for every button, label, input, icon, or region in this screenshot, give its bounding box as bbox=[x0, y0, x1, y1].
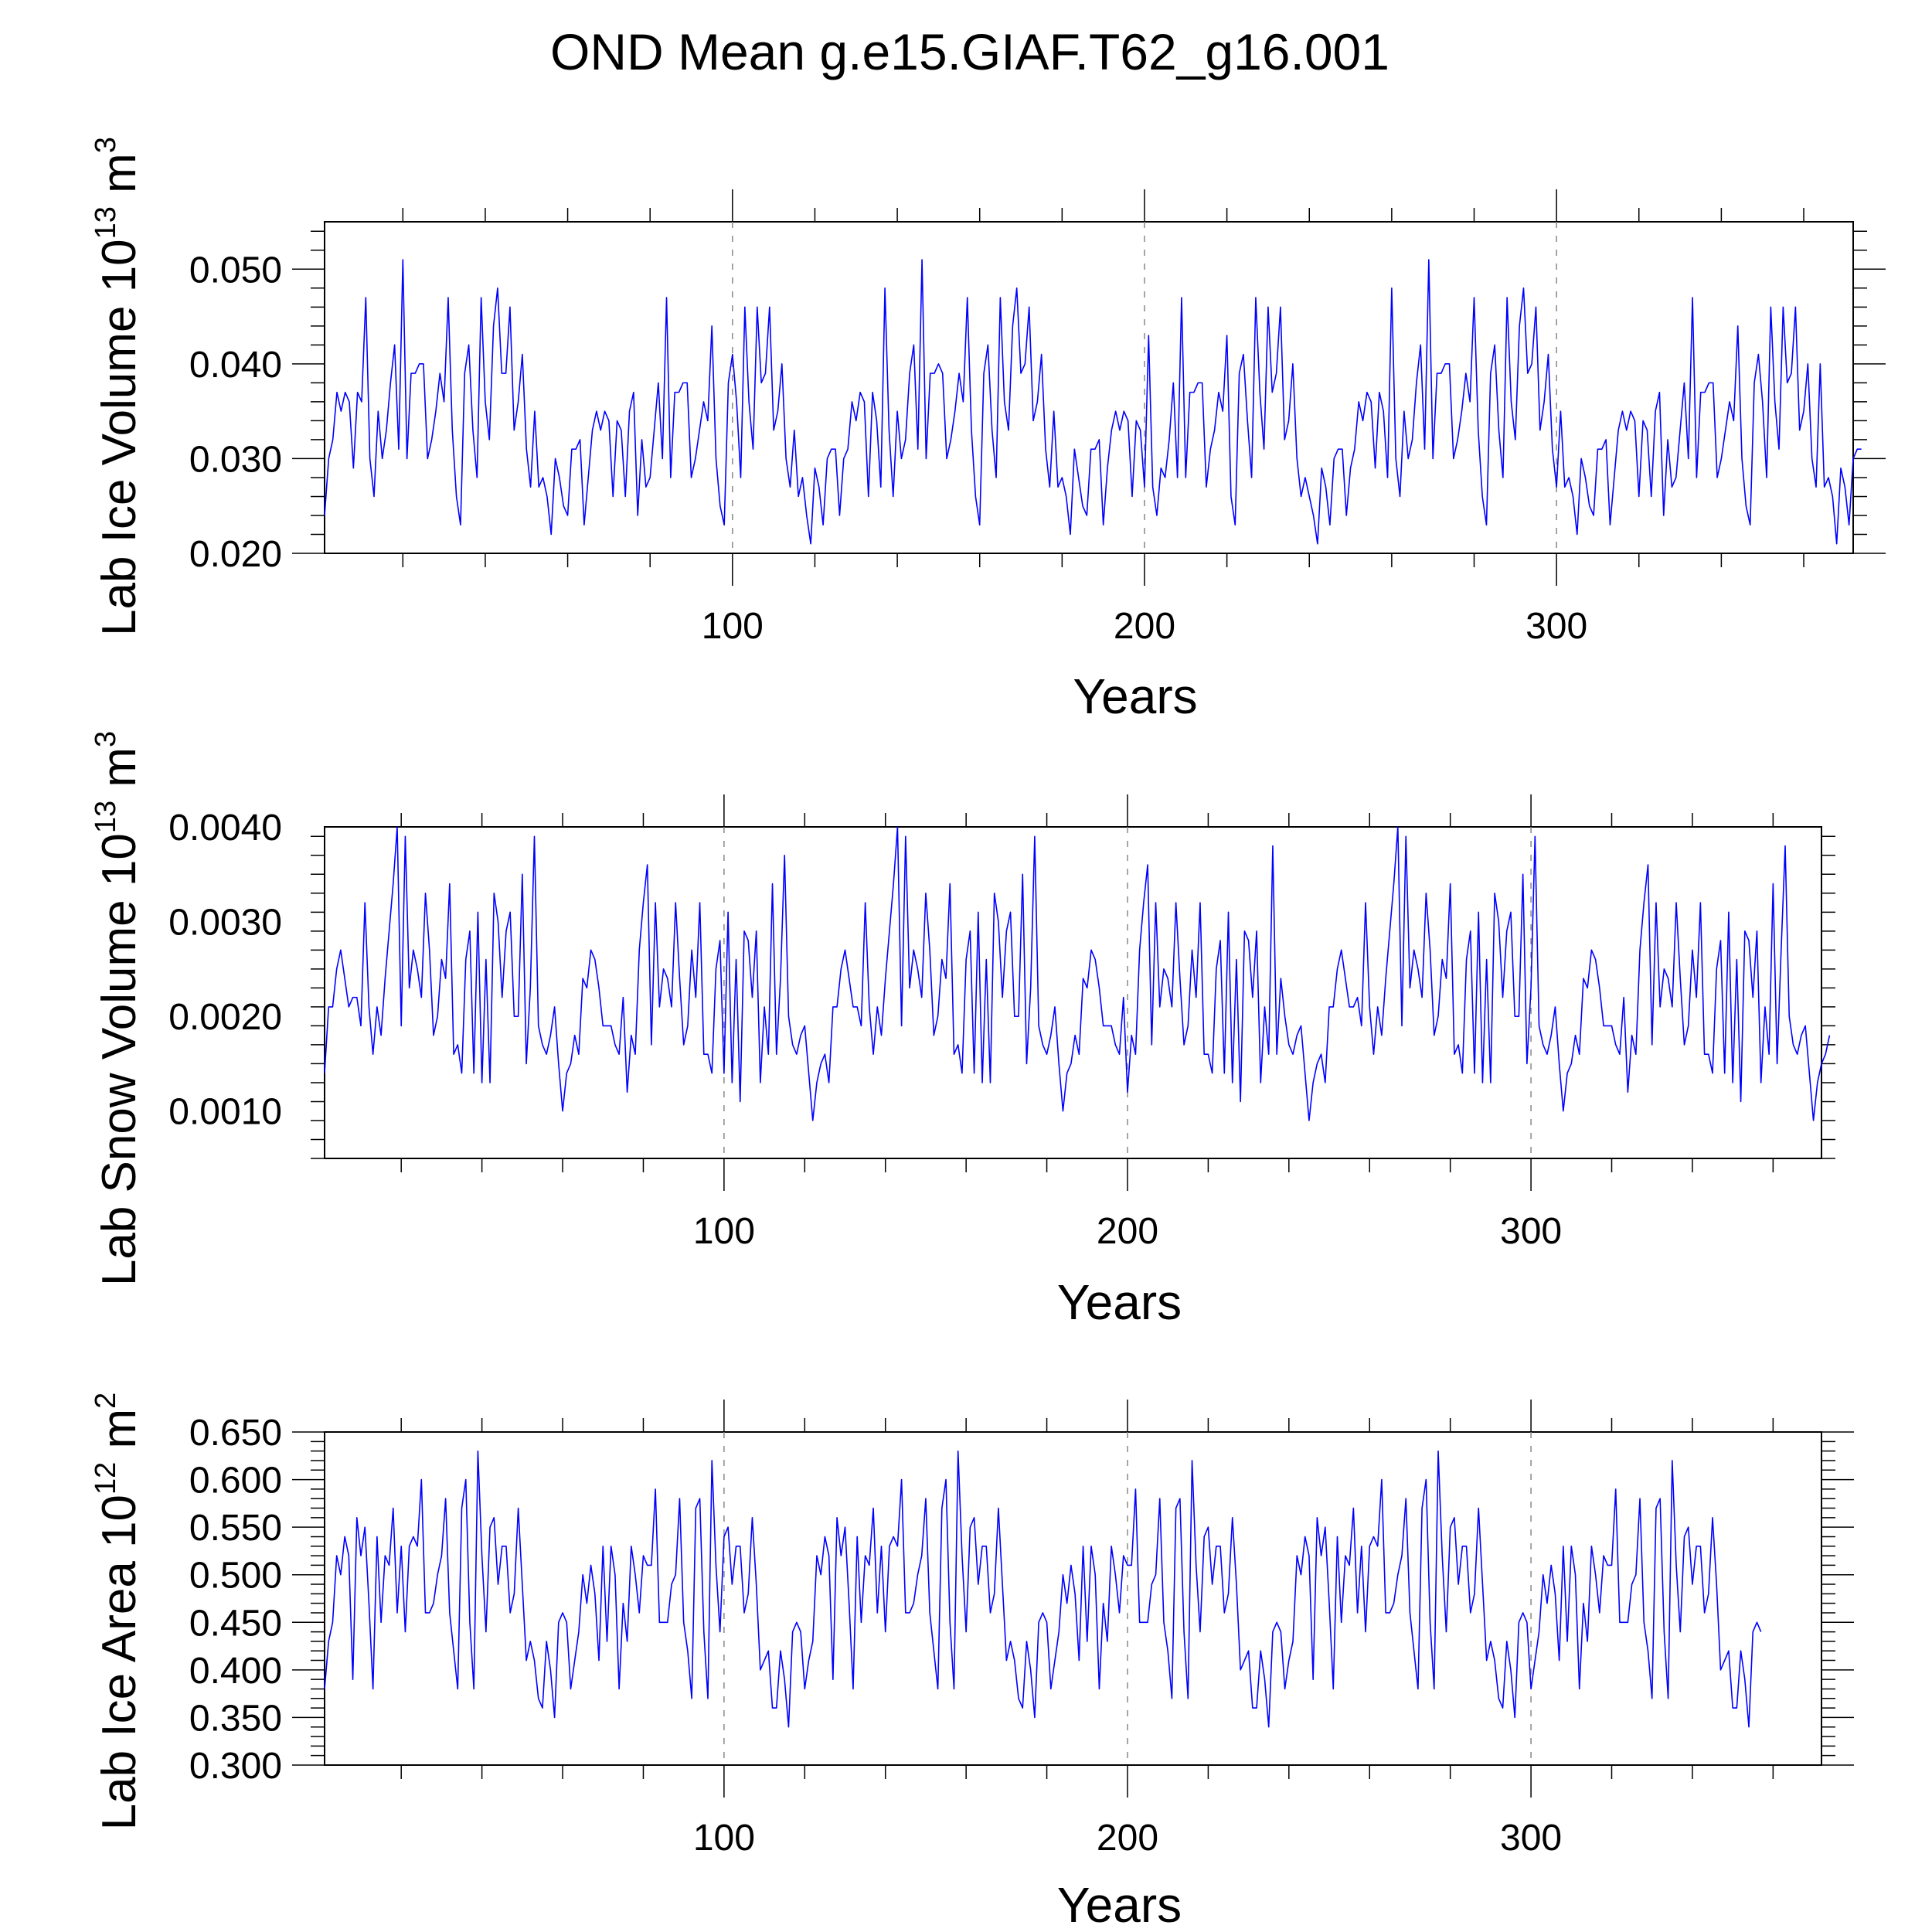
y-axis-label-text: Lab Ice Area 10 bbox=[93, 1495, 146, 1830]
y-tick-label: 0.400 bbox=[189, 1651, 282, 1692]
x-tick-label: 100 bbox=[693, 1211, 755, 1252]
y-axis-label-text: Lab Ice Volume 10 bbox=[93, 239, 146, 636]
x-axis-label: Years bbox=[1057, 1877, 1182, 1932]
y-tick-label: 0.030 bbox=[189, 439, 282, 480]
y-axis-label-unit-exponent: 3 bbox=[90, 731, 122, 747]
y-axis-label-unit: m bbox=[93, 153, 146, 206]
y-tick-label: 0.0010 bbox=[168, 1092, 282, 1133]
series-line bbox=[324, 259, 1862, 545]
y-axis-label: Lab Snow Volume 1013 m3 bbox=[90, 731, 146, 1286]
x-tick-label: 200 bbox=[1097, 1818, 1158, 1859]
x-tick-label: 300 bbox=[1526, 606, 1587, 647]
plot-frame bbox=[324, 826, 1822, 1159]
y-axis-label-exponent: 13 bbox=[90, 801, 122, 833]
x-tick-label: 100 bbox=[693, 1818, 755, 1859]
y-axis-label-unit-exponent: 2 bbox=[90, 1393, 122, 1409]
x-tick-label: 300 bbox=[1500, 1818, 1562, 1859]
y-axis-label-unit: m bbox=[93, 1409, 146, 1462]
x-axis-label: Years bbox=[1057, 1274, 1182, 1330]
series-line bbox=[324, 826, 1831, 1121]
y-tick-label: 0.040 bbox=[189, 345, 282, 386]
y-axis-label-text: Lab Snow Volume 10 bbox=[93, 833, 146, 1286]
x-axis-label: Years bbox=[1073, 668, 1197, 724]
y-axis-label-exponent: 13 bbox=[90, 206, 122, 239]
series-line bbox=[324, 1450, 1762, 1728]
y-tick-label: 0.050 bbox=[189, 250, 282, 291]
y-axis-label-unit-exponent: 3 bbox=[90, 137, 122, 153]
x-tick-label: 200 bbox=[1114, 606, 1175, 647]
y-tick-label: 0.450 bbox=[189, 1603, 282, 1644]
x-tick-label: 200 bbox=[1097, 1211, 1158, 1252]
panel-3: 100 200 300 0.300 0.350 0.400 0.450 0.500 0.550 0… bbox=[90, 1393, 1854, 1932]
y-tick-label: 0.0040 bbox=[168, 808, 282, 849]
y-axis-label: Lab Ice Volume 1013 m3 bbox=[90, 137, 146, 636]
panel-2: 100 200 300 0.0010 0.0020 0.0030 0.0040 Years La… bbox=[90, 731, 1835, 1330]
x-tick-label: 100 bbox=[702, 606, 764, 647]
y-tick-label: 0.0020 bbox=[168, 997, 282, 1038]
x-tick-label: 300 bbox=[1500, 1211, 1562, 1252]
y-tick-label: 0.300 bbox=[189, 1746, 282, 1787]
y-tick-label: 0.650 bbox=[189, 1413, 282, 1454]
y-tick-label: 0.350 bbox=[189, 1698, 282, 1739]
chart-title: OND Mean g.e15.GIAF.T62_g16.001 bbox=[550, 23, 1389, 80]
y-tick-label: 0.500 bbox=[189, 1556, 282, 1597]
panel-1: 100 200 300 0.020 0.030 0.040 0.050 Years Lab Ic… bbox=[90, 137, 1886, 724]
plot-frame bbox=[324, 1431, 1822, 1766]
y-tick-label: 0.600 bbox=[189, 1461, 282, 1502]
y-tick-label: 0.0030 bbox=[168, 903, 282, 944]
y-axis-label: Lab Ice Area 1012 m2 bbox=[90, 1393, 146, 1831]
y-tick-label: 0.550 bbox=[189, 1508, 282, 1549]
plot-frame bbox=[324, 221, 1854, 554]
y-tick-label: 0.020 bbox=[189, 534, 282, 575]
y-axis-label-unit: m bbox=[93, 747, 146, 801]
y-axis-label-exponent: 12 bbox=[90, 1462, 122, 1495]
